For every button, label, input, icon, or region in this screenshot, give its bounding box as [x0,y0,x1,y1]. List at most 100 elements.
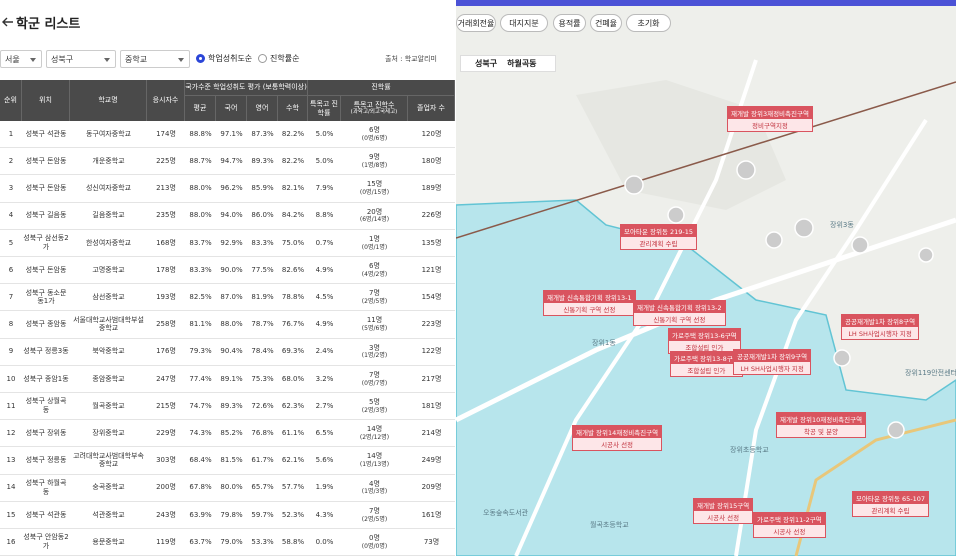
cell-text: 76.8% [251,428,274,437]
cell-text: 성북구 하월곡동 [25,478,67,496]
radio[interactable] [258,54,267,63]
cell-text: 63.7% [189,537,212,546]
cell-text: 14명 [366,425,383,434]
table-cell: 8 [0,311,22,339]
project-label[interactable]: 가로주택 장위11-2구역 시공사 선정 [753,512,826,538]
table-cell: 3 [0,175,22,203]
table-cell: 226명 [408,203,455,230]
dropdown[interactable]: 성북구 [46,50,116,68]
map-filter-button[interactable]: 대지지분 [500,14,548,32]
table-cell: 59.7% [247,502,278,529]
map-filter-button[interactable]: 용적률 [553,14,586,32]
cell-text: 78.7% [251,320,274,329]
project-label[interactable]: 공공재개발1차 장위8구역 LH SH사업시행자 지정 [841,314,920,340]
table-cell: 성북구 석관동 [22,121,70,149]
table-cell[interactable]: 종암중학교 [70,366,147,393]
project-label[interactable]: 재개발 신속통합기획 장위13-2 신통기획 구역 선정 [633,300,726,326]
table-cell: 5명 (2명/3명) [341,393,408,421]
cell-text: 14명 [366,452,383,461]
cell-text: 214명 [421,428,442,437]
project-label[interactable]: 가로주택 장위13-8구역 조합설립 인가 [670,351,743,377]
table-cell[interactable]: 동구여자중학교 [70,121,147,149]
table-cell: 243명 [147,502,185,529]
subway-line [456,81,956,239]
cell-text: 4.3% [315,510,334,519]
table-cell: 193명 [147,284,185,312]
project-label[interactable]: 재개발 장위14재정비촉진구역 시공사 선정 [572,425,663,451]
table-cell[interactable]: 고명중학교 [70,257,147,285]
cell-text: 217명 [421,374,442,383]
table-cell[interactable]: 고려대학교사범대학부속중학교 [70,447,147,475]
radio[interactable] [196,54,205,63]
table-cell: 13 [0,447,22,475]
cell-text: 87.0% [220,292,243,301]
table-cell: 89.3% [216,393,247,421]
column-header: 졸업자 수 [408,96,455,121]
table-cell: 2 [0,148,22,176]
table-cell: 62.1% [278,447,308,475]
table-cell: 82.2% [278,121,308,149]
cell-text: 180명 [421,156,442,165]
table-cell[interactable]: 월곡중학교 [70,393,147,421]
project-status: 시공사 선정 [754,525,825,537]
cell-text: 1 [8,129,14,138]
table-cell: 258명 [147,311,185,339]
cell-text: 176명 [156,347,176,356]
table-cell[interactable]: 장위중학교 [70,420,147,448]
table-cell[interactable]: 숭곡중학교 [70,475,147,502]
table-cell[interactable]: 개운중학교 [70,148,147,176]
cell-text: 78.4% [251,347,274,356]
project-label[interactable]: 재개발 신속통합기획 장위13-1 신통기획 구역 선정 [543,290,636,316]
back-button[interactable] [2,16,14,28]
table-cell: 80.0% [216,475,247,502]
cell-text: 97.1% [220,129,243,138]
cell-text: 11명 [366,316,383,325]
cell-text: 69.3% [281,347,305,356]
table-cell: 0.7% [308,230,341,257]
project-label[interactable]: 공공재개발1차 장위9구역 LH SH사업시행자 지정 [733,349,812,375]
cell-text: 85.9% [251,184,274,193]
column-header-text: 졸업자 수 [417,104,445,113]
radio-label[interactable]: 진학률순 [270,54,300,63]
table-cell[interactable]: 길음중학교 [70,203,147,230]
table-cell[interactable]: 한성여자중학교 [70,230,147,257]
cell-text: 94.0% [220,211,243,220]
table-cell[interactable]: 용문중학교 [70,529,147,556]
project-label[interactable]: 재개발 장위15구역 시공사 선정 [693,498,754,524]
dropdown[interactable]: 서울 [0,50,42,68]
map[interactable] [456,0,956,556]
table-cell: 15명 (0명/15명) [341,175,408,203]
project-status: 시공사 선정 [694,511,753,523]
cell-text: 6 [8,265,14,274]
project-label[interactable]: 가로주택 장위13-6구역 조합설립 인가 [668,328,741,354]
cell-text: 4.5% [315,292,334,301]
map-filter-button[interactable]: 거래회전율 [456,14,496,32]
cell-text: 83.3% [189,265,212,274]
table-cell: 58.8% [278,529,308,556]
table-cell[interactable]: 서울대학교사범대학부설중학교 [70,311,147,339]
table-cell[interactable]: 석관중학교 [70,502,147,529]
table-cell: 189명 [408,175,455,203]
table-cell[interactable]: 성신여자중학교 [70,175,147,203]
project-label[interactable]: 모아타운 장위동 219-15 관리계획 수립 [620,224,698,250]
source: 출처 : 학교알리미 [385,55,437,63]
table-cell: 89.3% [247,148,278,176]
agent-markers[interactable] [624,160,934,439]
cell-text: 5.0% [315,129,334,138]
radio-label[interactable]: 학업성취도순 [208,54,253,63]
project-label[interactable]: 재개발 장위10재정비촉진구역 착공 및 분양 [776,412,867,438]
project-label[interactable]: 모아타운 장위동 65-107 관리계획 수립 [852,491,930,517]
table-cell: 성북구 장위동 [22,420,70,448]
table-cell: 81.1% [185,311,216,339]
dropdown[interactable]: 중학교 [120,50,190,68]
table-cell[interactable]: 북악중학교 [70,339,147,366]
cell-text: 북악중학교 [92,347,125,356]
project-label[interactable]: 재개발 장위3재정비촉진구역 정비구역지정 [727,106,813,132]
cell-text: 229명 [156,428,176,437]
cell-text: 7명 [369,370,380,379]
column-header: 평균 [185,96,216,121]
table-cell[interactable]: 삼선중학교 [70,284,147,312]
map-filter-button[interactable]: 건폐율 [590,14,622,32]
map-filter-button[interactable]: 초기화 [626,14,671,32]
cell-text: 2.7% [315,401,334,410]
